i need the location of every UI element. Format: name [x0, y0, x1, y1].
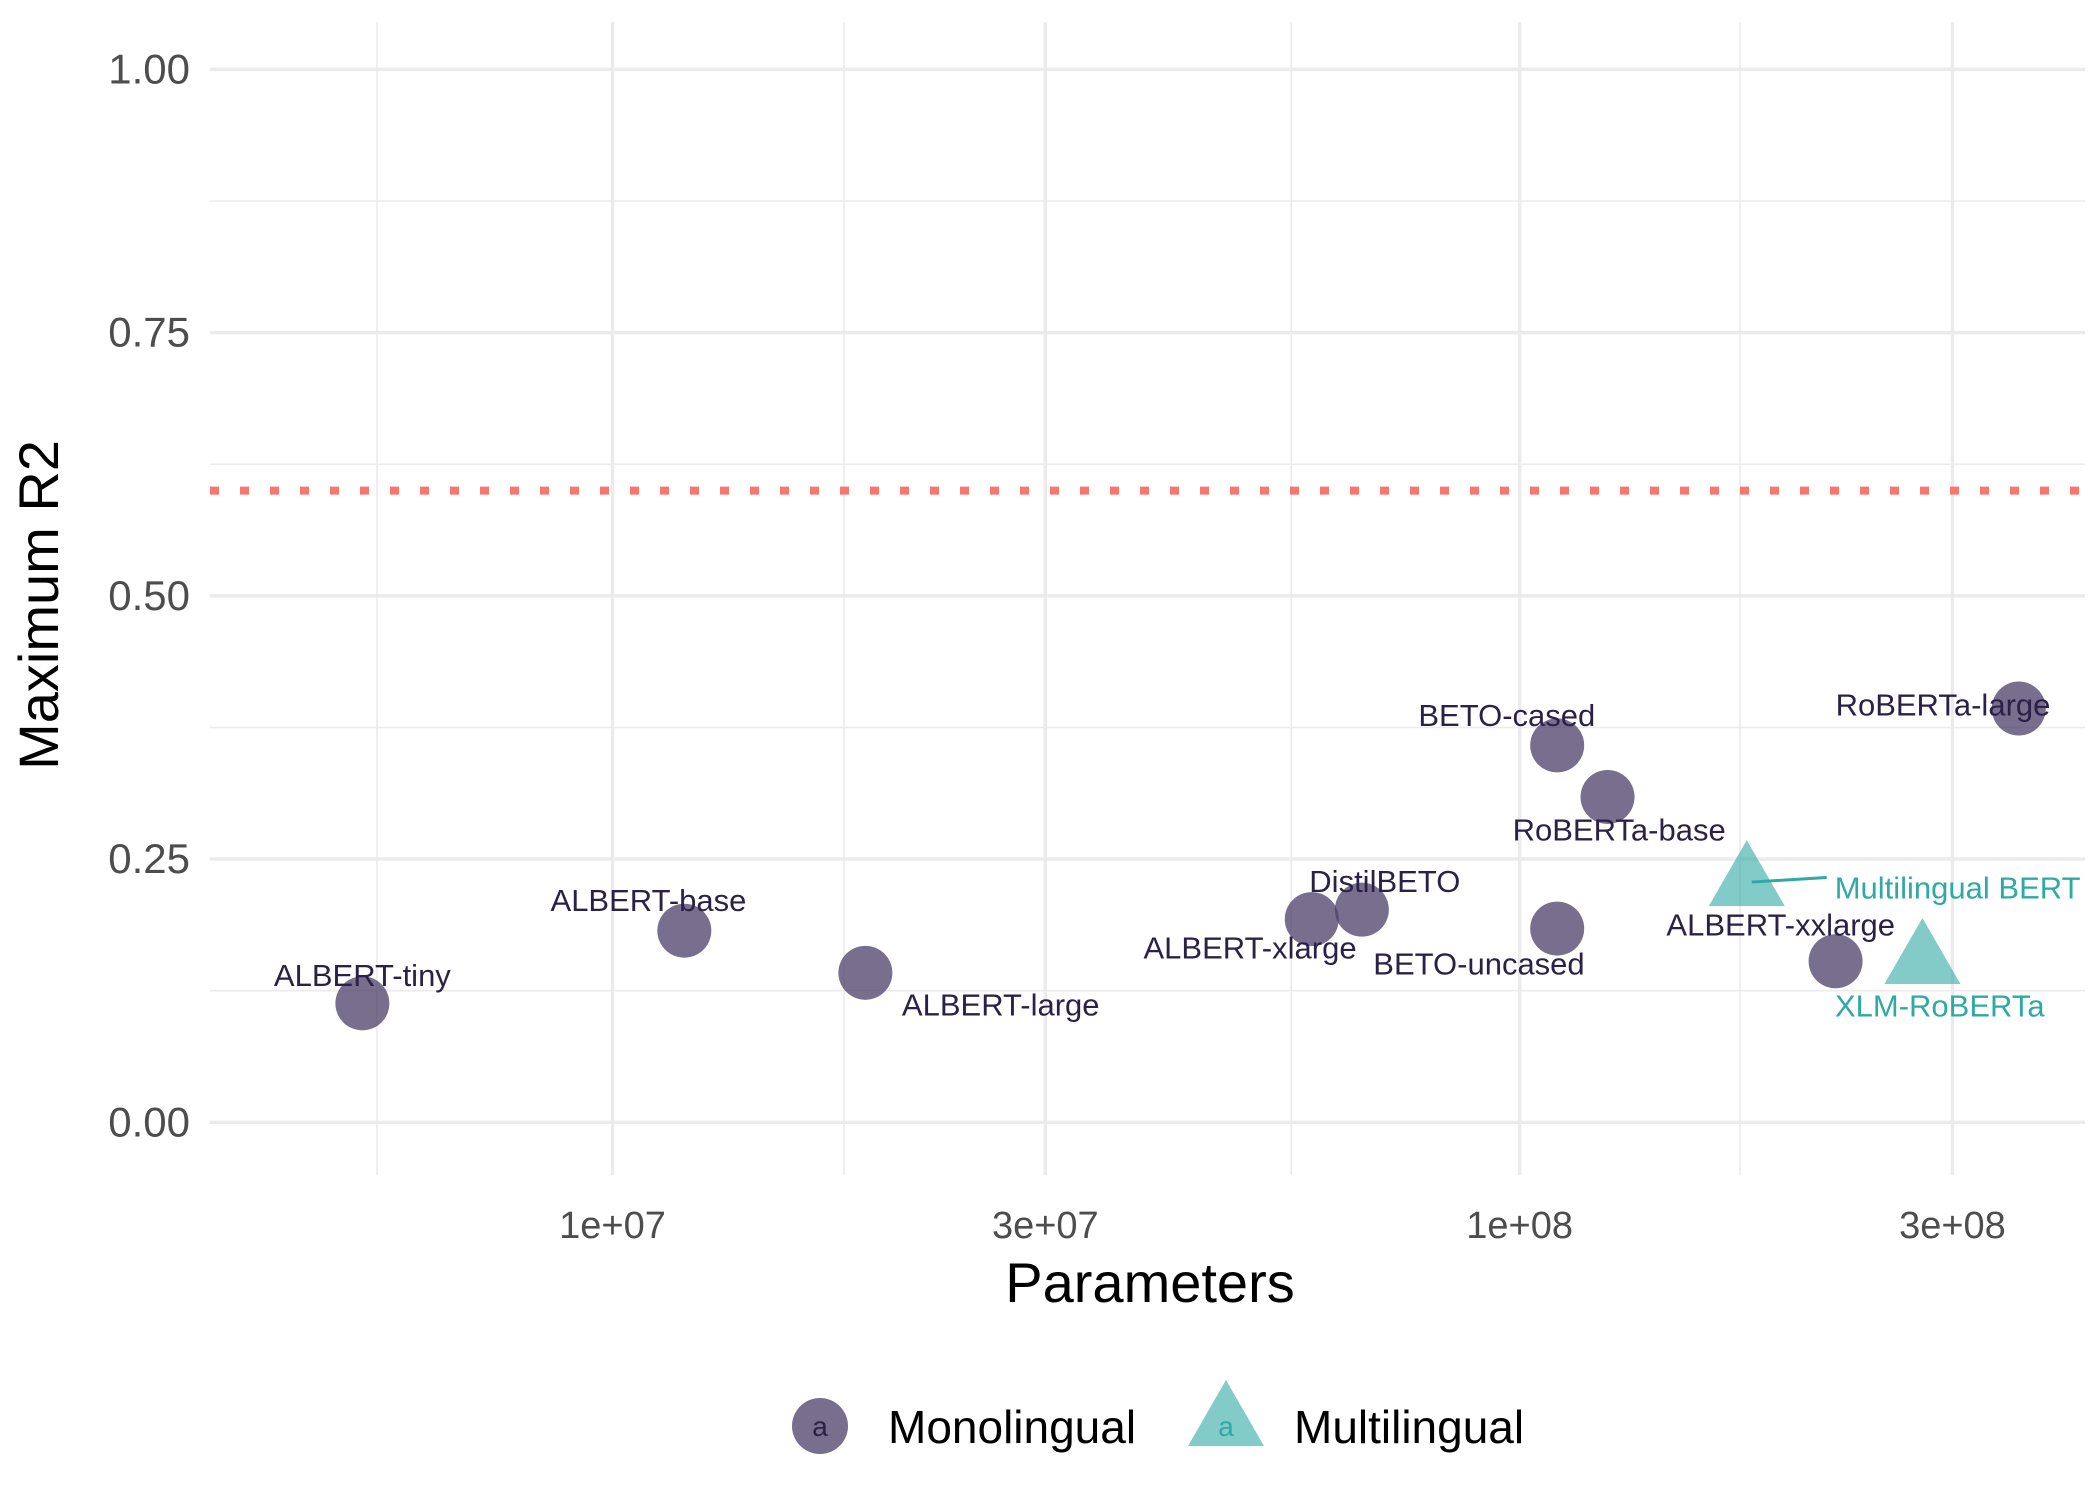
data-point-multilingual-bert: [1708, 840, 1785, 907]
data-point-roberta-base: [1580, 769, 1635, 824]
y-tick-label: 0.00: [108, 1098, 190, 1145]
y-tick-label: 0.50: [108, 572, 190, 619]
legend-key-glyph-monolingual: a: [812, 1411, 828, 1442]
legend-label-multilingual: Multilingual: [1294, 1401, 1524, 1453]
legend-label-monolingual: Monolingual: [888, 1401, 1136, 1453]
x-tick-label: 3e+08: [1899, 1205, 2006, 1247]
data-label-albert-base: ALBERT-base: [551, 883, 747, 918]
data-point-albert-large: [838, 945, 893, 1000]
data-point-albert-xlarge: [1284, 892, 1339, 947]
y-tick-label: 1.00: [108, 45, 190, 92]
y-tick-label: 0.75: [108, 309, 190, 356]
data-label-multilingual-bert: Multilingual BERT: [1835, 871, 2081, 906]
legend: a Monolingual a Multilingual: [792, 1380, 1524, 1454]
data-points: [335, 681, 2046, 1031]
y-axis-title: Maximum R2: [7, 440, 70, 770]
legend-item-monolingual: a Monolingual: [792, 1398, 1136, 1454]
x-tick-label: 1e+08: [1466, 1205, 1573, 1247]
x-axis-title: Parameters: [1005, 1251, 1294, 1314]
data-label-roberta-base: RoBERTa-base: [1513, 813, 1726, 848]
data-label-roberta-large: RoBERTa-large: [1836, 687, 2051, 722]
major-gridlines: [210, 22, 2085, 1175]
data-label-albert-tiny: ALBERT-tiny: [274, 958, 451, 993]
data-label-distilbeto: DistilBETO: [1309, 864, 1460, 899]
data-point-albert-xxlarge: [1808, 934, 1863, 989]
data-point-roberta-large: [1991, 681, 2046, 736]
data-label-albert-large: ALBERT-large: [902, 987, 1100, 1022]
data-label-beto-cased: BETO-cased: [1418, 698, 1595, 733]
data-label-xlm-roberta: XLM-RoBERTa: [1835, 988, 2045, 1023]
data-point-beto-cased: [1530, 718, 1585, 773]
legend-key-glyph-multilingual: a: [1218, 1411, 1234, 1442]
data-labels: ALBERT-tiny ALBERT-base ALBERT-large ALBERT…: [274, 687, 2081, 1023]
data-label-albert-xlarge: ALBERT-xlarge: [1143, 931, 1356, 966]
data-label-albert-xxlarge: ALBERT-xxlarge: [1666, 907, 1895, 942]
legend-item-multilingual: a Multilingual: [1188, 1380, 1524, 1453]
x-tick-label: 3e+07: [992, 1205, 1099, 1247]
data-label-beto-uncased: BETO-uncased: [1373, 946, 1584, 981]
legend-key-monolingual: [792, 1398, 848, 1454]
minor-gridlines: [210, 22, 2085, 1175]
x-tick-label: 1e+07: [559, 1205, 666, 1247]
data-point-xlm-roberta: [1884, 917, 1961, 984]
data-point-distilbeto: [1334, 882, 1389, 937]
axis-tick-labels: 1e+07 3e+07 1e+08 3e+08 0.00 0.25 0.50 0.75 1.00: [108, 45, 2006, 1247]
legend-key-multilingual: [1188, 1380, 1264, 1446]
data-point-beto-uncased: [1530, 901, 1585, 956]
label-leader-line: [1751, 876, 1827, 884]
data-point-albert-base: [657, 903, 712, 958]
y-tick-label: 0.25: [108, 835, 190, 882]
data-point-albert-tiny: [335, 976, 390, 1031]
